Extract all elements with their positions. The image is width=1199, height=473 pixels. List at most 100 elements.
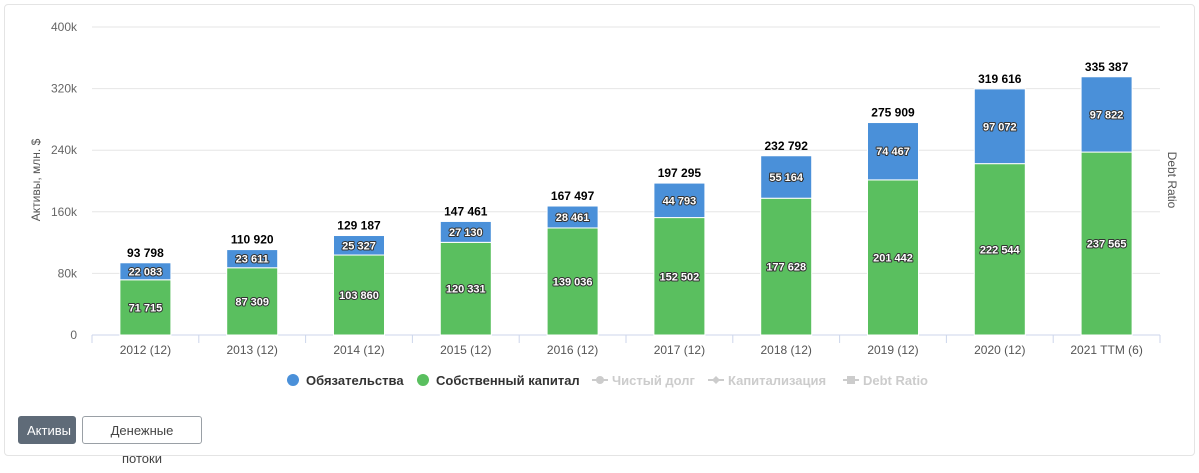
bar-total-label: 197 295 xyxy=(658,166,702,180)
legend-label: Капитализация xyxy=(728,373,826,388)
bar-liabilities xyxy=(867,122,919,181)
bar-liabilities xyxy=(653,182,706,219)
bar-segment-group: 71 715 xyxy=(119,279,172,336)
y-axis: 0 80k 160k 240k 320k 400k xyxy=(51,20,78,342)
x-tick-label: 2014 (12) xyxy=(333,343,384,357)
bar-data-label: 97 822 xyxy=(1090,109,1124,121)
x-tick-label: 2019 (12) xyxy=(867,343,918,357)
bar-data-label: 139 036 xyxy=(553,276,593,288)
bar-data-label: 103 860 xyxy=(339,290,379,302)
bar-segment-group: 237 565 xyxy=(1080,151,1133,336)
x-tick-label: 2013 (12) xyxy=(227,343,278,357)
legend-marker-icon xyxy=(417,374,429,386)
bar-data-label: 87 309 xyxy=(235,296,269,308)
bar-segment-group: 97 822 xyxy=(1080,76,1133,153)
y-tick-label: 160k xyxy=(51,205,78,219)
bar-segment-group: 152 502 xyxy=(653,217,706,336)
legend-marker-icon xyxy=(596,376,604,384)
bar-liabilities xyxy=(119,262,172,281)
bar-equity xyxy=(760,197,813,336)
x-axis: 2012 (12) 2013 (12) 2014 (12) 2015 (12) 2016… xyxy=(91,335,1161,357)
bar-segment-group: 120 331 xyxy=(439,241,492,336)
assets-button[interactable]: Активы xyxy=(18,416,76,444)
stacked-bar-chart: 0 80k 160k 240k 320k 400k 71 715 22 083 93 798 8… xyxy=(29,20,1179,388)
bar-total-label: 167 497 xyxy=(551,189,595,203)
legend-marker-icon xyxy=(287,374,299,386)
x-tick-label: 2018 (12) xyxy=(761,343,812,357)
bar-segment-group: 28 461 xyxy=(546,205,599,229)
legend-item[interactable]: Debt Ratio xyxy=(843,373,928,388)
x-tick-label: 2020 (12) xyxy=(974,343,1025,357)
x-tick-label: 2017 (12) xyxy=(654,343,705,357)
bar-equity xyxy=(119,279,172,336)
legend-marker-icon xyxy=(712,376,720,384)
bar-segment-group: 44 793 xyxy=(653,182,706,219)
legend-item[interactable]: Обязательства xyxy=(287,373,404,388)
bar-liabilities xyxy=(1080,76,1133,153)
bar-segment-group: 55 164 xyxy=(760,155,813,199)
bars: 71 715 22 083 93 798 87 309 23 611 110 920 103… xyxy=(119,60,1133,336)
legend-item[interactable]: Капитализация xyxy=(708,373,826,388)
y-tick-label: 0 xyxy=(70,328,77,342)
bar-segment-group: 74 467 xyxy=(867,122,919,181)
x-tick-label: 2016 (12) xyxy=(547,343,598,357)
bar-segment-group: 22 083 xyxy=(119,262,172,281)
bar-equity xyxy=(439,241,492,336)
legend-item[interactable]: Чистый долг xyxy=(592,373,696,388)
y-tick-label: 320k xyxy=(51,82,78,96)
bar-data-label: 28 461 xyxy=(556,212,590,224)
bar-segment-group: 139 036 xyxy=(546,227,599,336)
bar-data-label: 44 793 xyxy=(663,195,697,207)
x-tick-label: 2021 TTM (6) xyxy=(1070,343,1142,357)
bar-liabilities xyxy=(226,249,279,269)
y-axis-label: Активы, млн. $ xyxy=(29,138,43,221)
y-tick-label: 80k xyxy=(58,266,78,280)
bar-segment-group: 103 860 xyxy=(333,254,385,336)
bar-total-label: 335 387 xyxy=(1085,60,1129,74)
legend-label: Обязательства xyxy=(306,373,404,388)
bar-total-label: 147 461 xyxy=(444,204,488,218)
bar-data-label: 237 565 xyxy=(1087,239,1127,251)
bar-segment-group: 27 130 xyxy=(439,220,492,243)
bar-total-label: 232 792 xyxy=(765,139,809,153)
bar-total-label: 275 909 xyxy=(871,106,915,120)
bar-total-label: 110 920 xyxy=(231,233,274,247)
bar-segment-group: 97 072 xyxy=(973,88,1026,165)
legend-item[interactable]: Собственный капитал xyxy=(417,373,580,388)
bar-total-label: 129 187 xyxy=(337,219,381,233)
bar-liabilities xyxy=(333,235,385,256)
x-tick-label: 2015 (12) xyxy=(440,343,491,357)
legend: Обязательства Собственный капитал Чистый д… xyxy=(287,373,928,388)
legend-marker-icon xyxy=(847,376,855,384)
bar-data-label: 22 083 xyxy=(129,266,163,278)
bar-data-label: 97 072 xyxy=(983,121,1017,133)
bar-data-label: 152 502 xyxy=(660,271,700,283)
bar-data-label: 55 164 xyxy=(769,172,804,184)
bar-segment-group: 222 544 xyxy=(973,163,1026,336)
legend-label: Чистый долг xyxy=(612,373,696,388)
bar-liabilities xyxy=(546,205,599,229)
bar-liabilities xyxy=(973,88,1026,165)
bar-liabilities xyxy=(439,220,492,243)
bar-data-label: 201 442 xyxy=(873,252,913,264)
bar-data-label: 71 715 xyxy=(129,302,163,314)
bar-segment-group: 23 611 xyxy=(226,249,279,269)
y-tick-label: 240k xyxy=(51,143,78,157)
y-tick-label: 400k xyxy=(51,20,78,34)
legend-label: Собственный капитал xyxy=(436,373,580,388)
bar-data-label: 120 331 xyxy=(446,284,486,296)
bar-data-label: 25 327 xyxy=(342,240,376,252)
bar-equity xyxy=(546,227,599,336)
bar-total-label: 93 798 xyxy=(127,246,164,260)
bar-equity xyxy=(653,217,706,336)
legend-label: Debt Ratio xyxy=(863,373,928,388)
bar-segment-group: 201 442 xyxy=(867,179,919,336)
x-tick-label: 2012 (12) xyxy=(120,343,171,357)
y-axis-right-label: Debt Ratio xyxy=(1165,152,1179,209)
cashflow-button[interactable]: Денежные потоки xyxy=(82,416,202,466)
bar-segment-group: 177 628 xyxy=(760,197,813,336)
bar-data-label: 23 611 xyxy=(236,254,269,266)
bar-equity xyxy=(1080,151,1133,336)
bar-liabilities xyxy=(760,155,813,199)
bar-segment-group: 25 327 xyxy=(333,235,385,256)
